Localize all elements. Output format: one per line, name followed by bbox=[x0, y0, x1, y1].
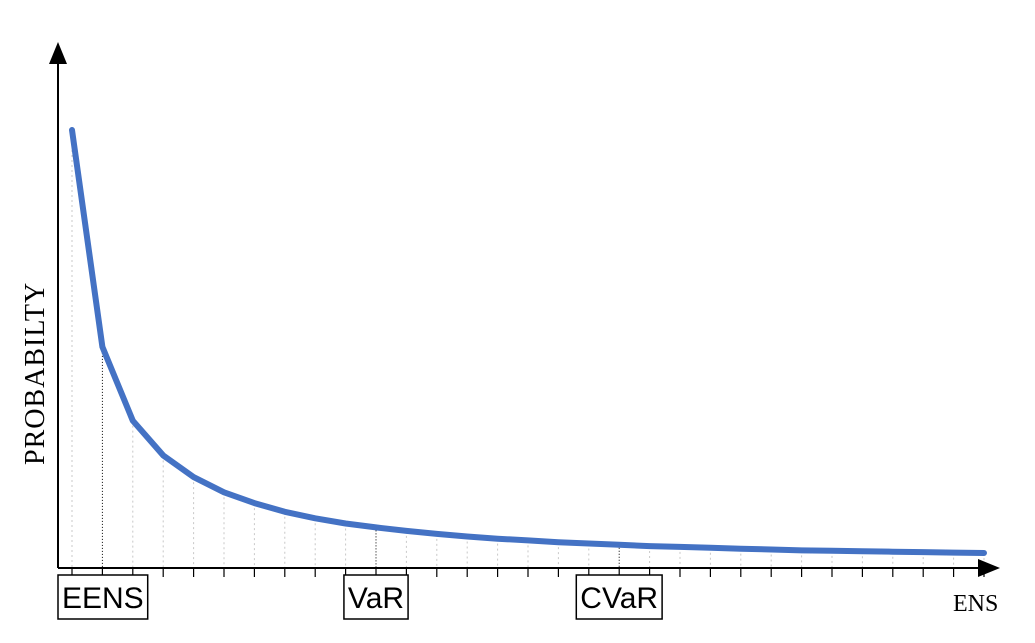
risk-markers: EENS VaR CVaR bbox=[57, 574, 663, 620]
marker-box bbox=[575, 574, 663, 620]
marker-var: VaR bbox=[343, 574, 409, 620]
marker-label: CVaR bbox=[580, 582, 658, 615]
probability-curve-line bbox=[69, 127, 987, 556]
marker-eens: EENS bbox=[57, 574, 149, 620]
marker-label: EENS bbox=[62, 582, 144, 615]
x-axis-ticks bbox=[71, 568, 985, 577]
marker-cvar: CVaR bbox=[575, 574, 663, 620]
marker-box bbox=[57, 574, 149, 620]
x-axis-arrow bbox=[978, 559, 1000, 577]
marker-box bbox=[343, 574, 409, 620]
marker-label: VaR bbox=[348, 582, 404, 615]
vertical-guide-lines bbox=[71, 130, 985, 568]
y-axis-arrow bbox=[49, 42, 67, 64]
y-axis-label: PROBABILTY bbox=[20, 282, 51, 465]
x-axis-label: ENS bbox=[953, 591, 998, 617]
